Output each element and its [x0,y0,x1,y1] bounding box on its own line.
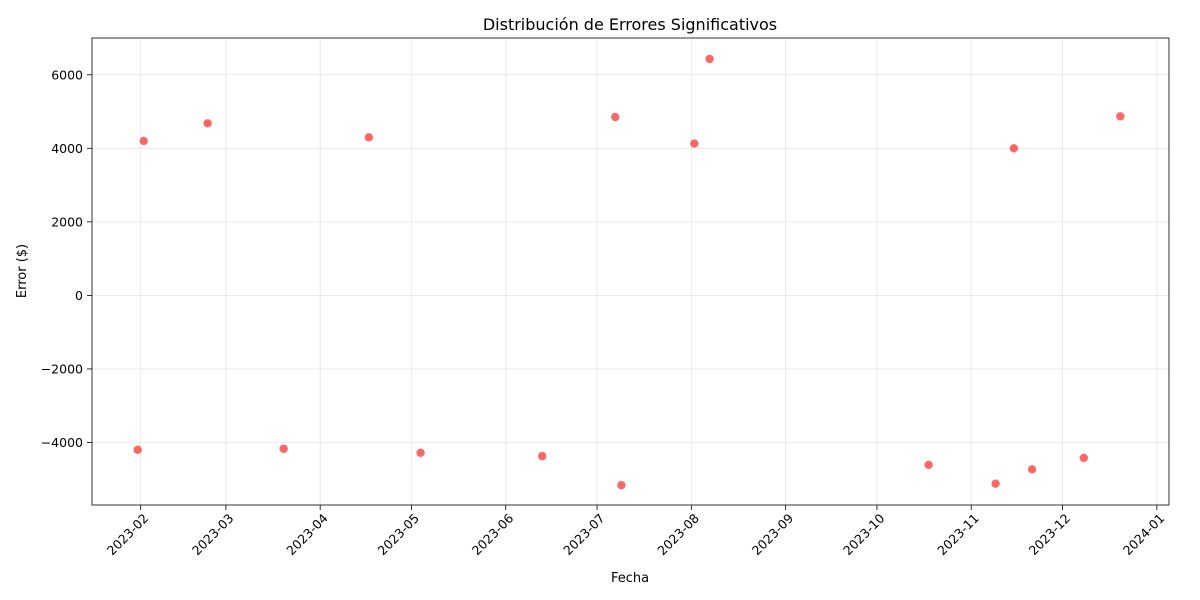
data-point [705,54,714,64]
y-tick-label: −2000 [41,361,83,376]
grid-layer [92,38,1169,505]
data-point [133,445,142,455]
points-layer [133,54,1125,490]
y-axis-label: Error ($) [15,244,30,298]
data-point [538,451,547,461]
data-point [611,112,620,122]
data-point [617,480,626,490]
x-axis: 2023-02 2023-03 2023-04 2023-05 2023-06 2023-… [104,505,1168,559]
data-point [1009,144,1019,153]
x-axis-label: Fecha [611,571,649,586]
data-point [924,460,933,470]
data-point [416,448,425,457]
data-point [1027,465,1037,474]
x-tick-label: 2023-10 [840,510,888,558]
x-tick-label: 2023-05 [375,511,423,559]
x-tick-label: 2023-02 [104,511,152,559]
y-tick-label: 6000 [51,67,83,82]
y-tick-label: 0 [75,288,83,303]
x-tick-label: 2023-04 [283,510,331,558]
x-tick-label: 2023-07 [560,511,608,559]
y-tick-label: 2000 [51,214,83,229]
x-tick-label: 2023-06 [469,510,517,558]
data-point [991,479,1000,488]
y-axis: 6000 4000 2000 0 −2000 −4000 [41,67,92,450]
data-point [690,139,699,148]
data-point [1116,112,1125,121]
plot-frame [91,37,1170,506]
data-point [139,136,148,146]
chart-title: Distribución de Errores Significativos [483,15,777,34]
x-tick-label: 2023-08 [654,510,702,558]
x-tick-label: 2023-12 [1026,511,1074,559]
data-point [279,444,288,453]
x-tick-label: 2023-03 [189,511,237,559]
data-point [203,119,212,128]
x-tick-label: 2023-11 [934,511,982,559]
y-tick-label: −4000 [41,435,83,450]
x-tick-label: 2024-01 [1120,511,1168,559]
data-point [1079,453,1089,463]
y-tick-label: 4000 [51,141,83,156]
data-point [364,133,374,142]
x-tick-label: 2023-09 [749,510,797,558]
